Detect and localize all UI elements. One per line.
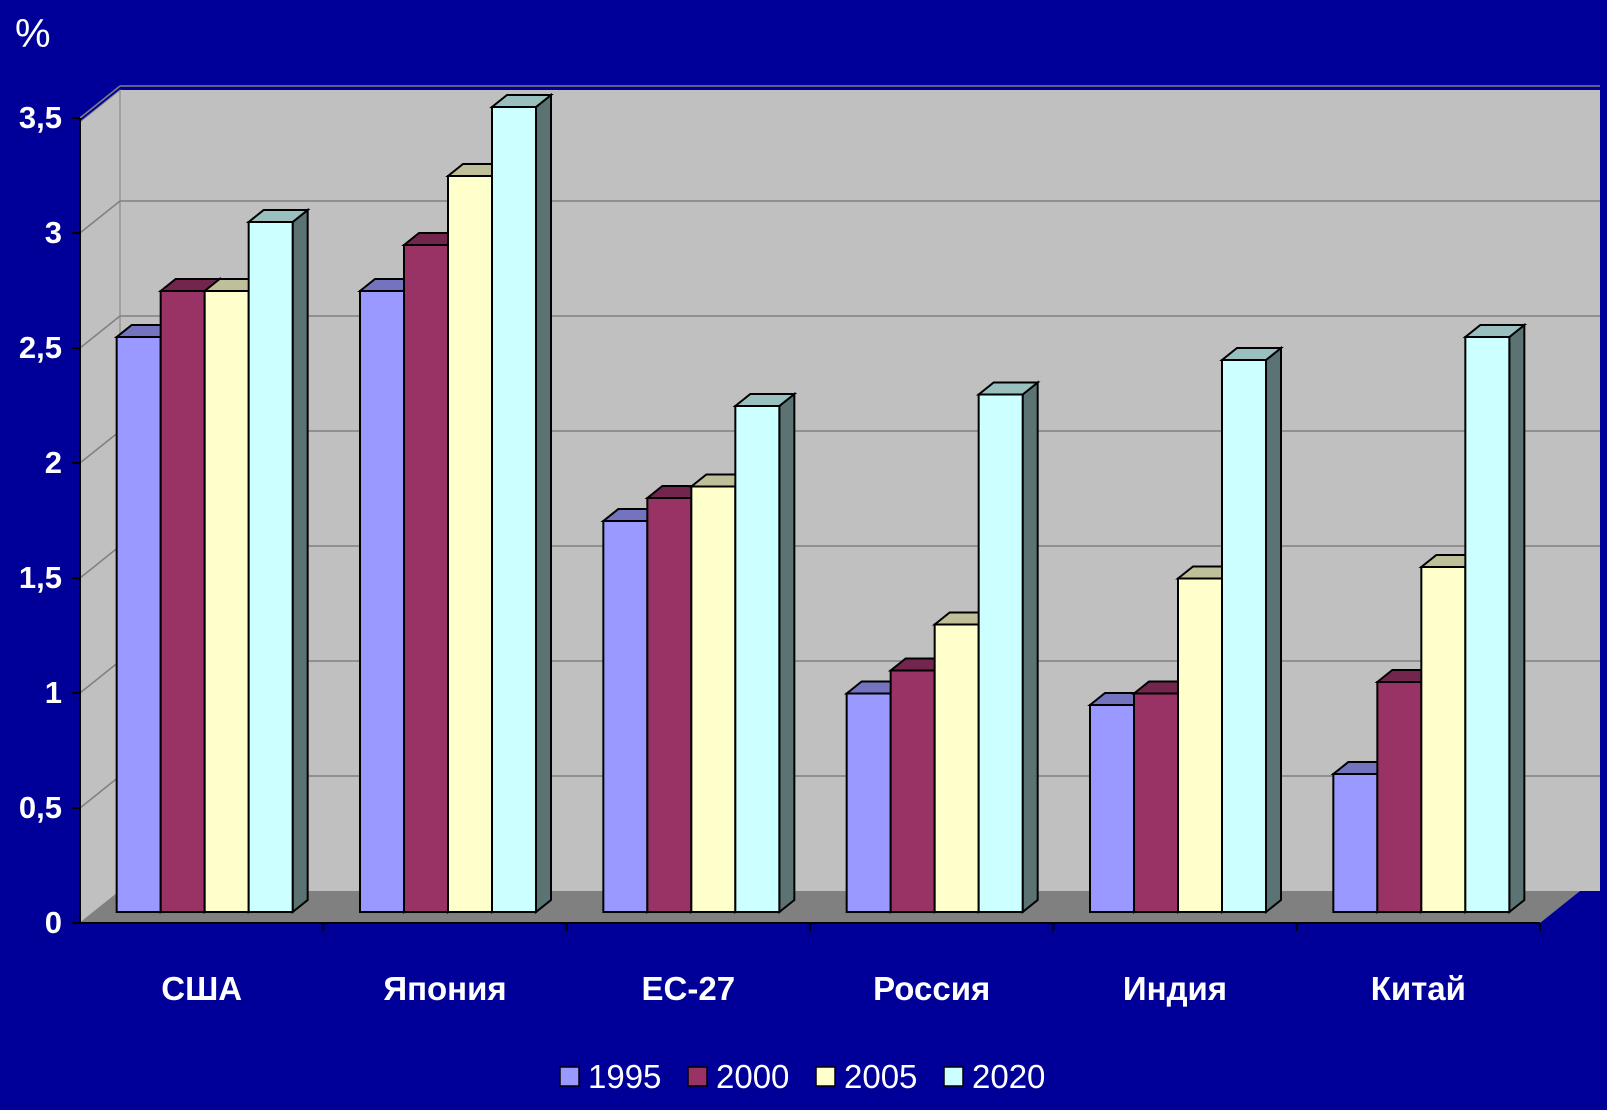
bar-side [1021, 380, 1039, 915]
gridline-side [79, 85, 121, 119]
bar-front [646, 497, 693, 913]
bar-side [1508, 322, 1526, 915]
bar-front [1332, 773, 1379, 913]
legend-swatch [943, 1066, 964, 1087]
bar-2020-2 [732, 391, 798, 915]
bar-2020-5 [1462, 322, 1528, 915]
legend-label: 1995 [588, 1058, 661, 1095]
gridline-side [79, 660, 121, 694]
bar-front [159, 290, 206, 913]
x-tick-label: США [161, 970, 242, 1007]
y-tick-label: 3 [45, 215, 62, 250]
legend: 1995 2000 2005 2020 [559, 1058, 1045, 1095]
gridline-side [79, 430, 121, 464]
gridline-side [79, 545, 121, 579]
bar-front [447, 175, 493, 913]
x-tick-label: Россия [873, 970, 990, 1007]
x-tick-label: Япония [383, 970, 506, 1007]
bar-front [1089, 704, 1135, 913]
bar-front [1177, 577, 1223, 913]
bar-2020-4 [1219, 345, 1284, 915]
bar-front [403, 244, 449, 913]
x-tick-label: ЕС-27 [642, 970, 736, 1007]
y-tick-label: 1,5 [19, 560, 62, 595]
x-tick-label: Индия [1123, 970, 1227, 1007]
bar-front [1464, 336, 1511, 913]
bars [113, 92, 1528, 915]
bar-front [115, 336, 162, 913]
bar-front [247, 221, 294, 913]
y-tick-label: 0,5 [19, 790, 62, 825]
side-wall [79, 88, 121, 925]
gridline-side [79, 315, 121, 349]
legend-item: 2000 [687, 1058, 789, 1095]
bar-side [291, 207, 309, 915]
bar-front [1376, 681, 1423, 913]
bar-front [1133, 692, 1179, 913]
bar-front [889, 669, 936, 913]
gridline-side [79, 200, 121, 234]
y-tick-label: 2 [45, 445, 62, 480]
bar-front [734, 405, 781, 913]
bar-front [602, 520, 649, 913]
legend-label: 2000 [716, 1058, 789, 1095]
legend-label: 2020 [972, 1058, 1045, 1095]
bar-front [690, 485, 737, 913]
y-tick-label: 1 [45, 675, 62, 710]
bar-front [203, 290, 250, 913]
bar-front [977, 393, 1024, 913]
legend-item: 2005 [815, 1058, 917, 1095]
bar-front [1420, 566, 1467, 913]
bar-side [1265, 345, 1282, 915]
bar-front [491, 106, 537, 913]
axes: 0 0,5 1 1,5 2 2,5 3 3,5 США Япония ЕС-27 Россия Инди… [19, 100, 1541, 1007]
unit-label: % [15, 12, 51, 56]
bar-side [535, 92, 552, 915]
y-tick-label: 2,5 [19, 330, 62, 365]
bar-front [845, 692, 892, 913]
legend-item: 2020 [943, 1058, 1045, 1095]
legend-item: 1995 [559, 1058, 661, 1095]
x-tick-label: Китай [1371, 970, 1466, 1007]
bar-front [933, 623, 980, 913]
bar-side [778, 391, 796, 915]
gridline-side [79, 775, 121, 809]
legend-swatch [687, 1066, 708, 1087]
legend-label: 2005 [844, 1058, 917, 1095]
bar-2020-3 [975, 380, 1041, 915]
bar-front [1221, 359, 1267, 913]
bar-2020-1 [489, 92, 554, 915]
legend-swatch [559, 1066, 580, 1087]
bar-2020-0 [245, 207, 311, 915]
y-tick-label: 0 [45, 905, 62, 940]
legend-swatch [815, 1066, 836, 1087]
y-tick-label: 3,5 [19, 100, 62, 135]
bar-front [359, 290, 405, 913]
